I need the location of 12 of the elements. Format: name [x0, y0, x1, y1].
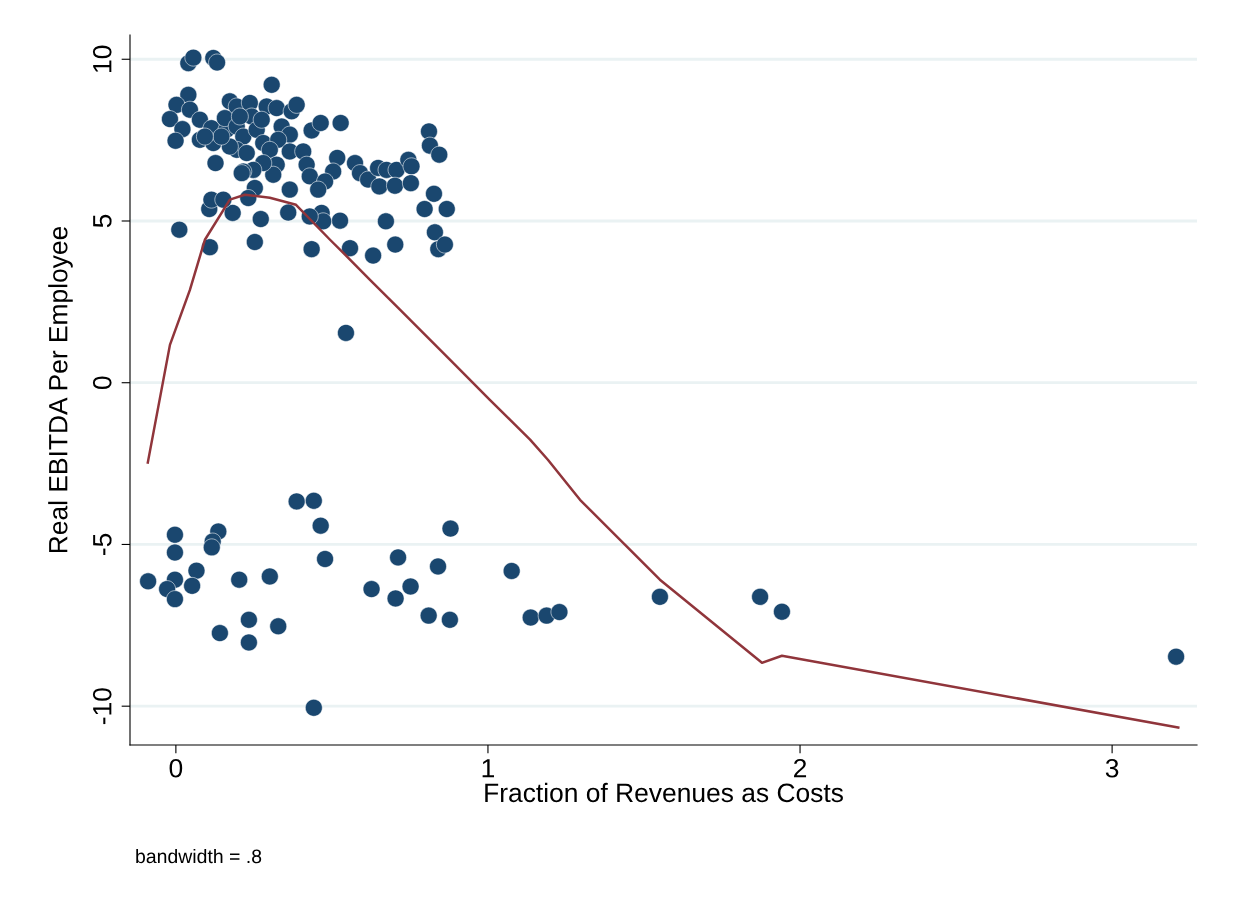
x-tick-label: 1	[482, 759, 495, 778]
text: bandwidth = .8	[136, 848, 262, 864]
y-tick-label: -5	[93, 533, 112, 556]
y-tick-label: 10	[92, 45, 112, 72]
x-axis-title: Fraction of Revenues as Costs	[485, 782, 843, 803]
x-tick-label: 2	[794, 758, 807, 778]
y-tick-label: -10	[92, 688, 112, 725]
y-tick-label: 0	[92, 376, 112, 390]
x-tick-label: 3	[1105, 758, 1119, 778]
x-tick-label: 0	[169, 758, 183, 778]
y-tick-label: 5	[93, 214, 112, 228]
y-axis-title: Real EBITDA Per Employee	[48, 226, 73, 553]
